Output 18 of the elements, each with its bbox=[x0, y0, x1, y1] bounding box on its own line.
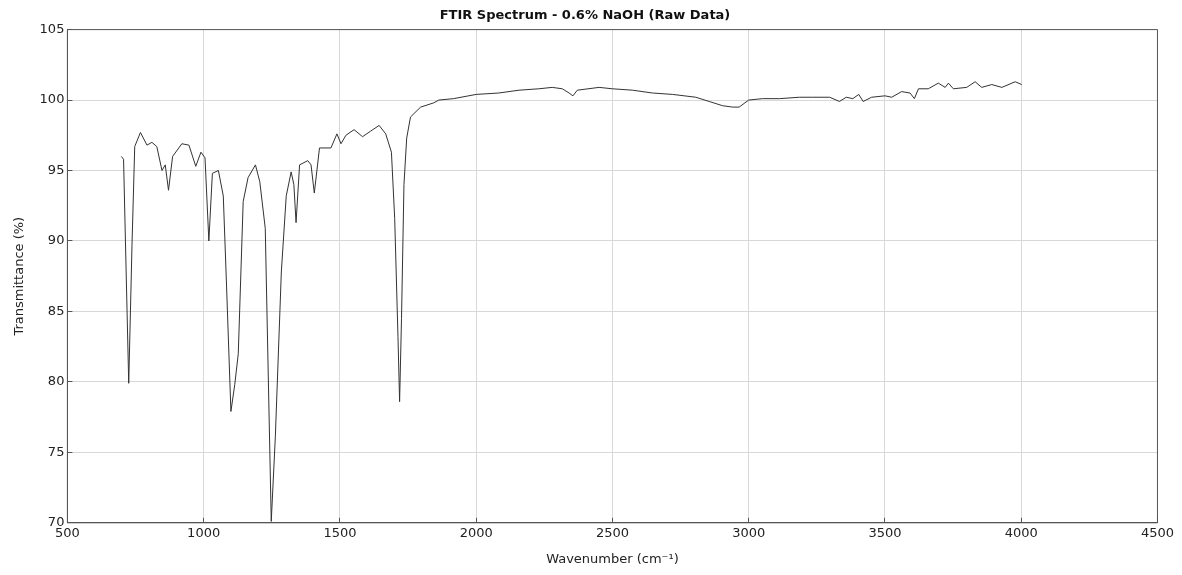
x-tick-label: 3500 bbox=[868, 524, 902, 540]
y-tick-label: 105 bbox=[39, 20, 65, 36]
x-tick-label: 4500 bbox=[1140, 524, 1174, 540]
x-tick-label: 4000 bbox=[1004, 524, 1038, 540]
y-tick-label: 75 bbox=[47, 443, 65, 459]
y-tick-label: 80 bbox=[47, 373, 65, 389]
x-tick-label: 1000 bbox=[187, 524, 221, 540]
y-tick-label: 100 bbox=[39, 91, 65, 107]
x-tick-label: 2000 bbox=[459, 524, 493, 540]
x-axis-title: Wavenumber (cm⁻¹) bbox=[546, 550, 679, 566]
x-tick-label: 1500 bbox=[323, 524, 357, 540]
y-tick-label: 95 bbox=[47, 161, 65, 177]
x-tick-label: 3000 bbox=[732, 524, 766, 540]
y-axis-title: Transmittance (%) bbox=[11, 216, 27, 337]
chart-title: FTIR Spectrum - 0.6% NaOH (Raw Data) bbox=[439, 7, 731, 23]
x-tick-label: 2500 bbox=[595, 524, 629, 540]
y-tick-label: 90 bbox=[47, 232, 65, 248]
y-tick-label: 85 bbox=[47, 302, 65, 318]
